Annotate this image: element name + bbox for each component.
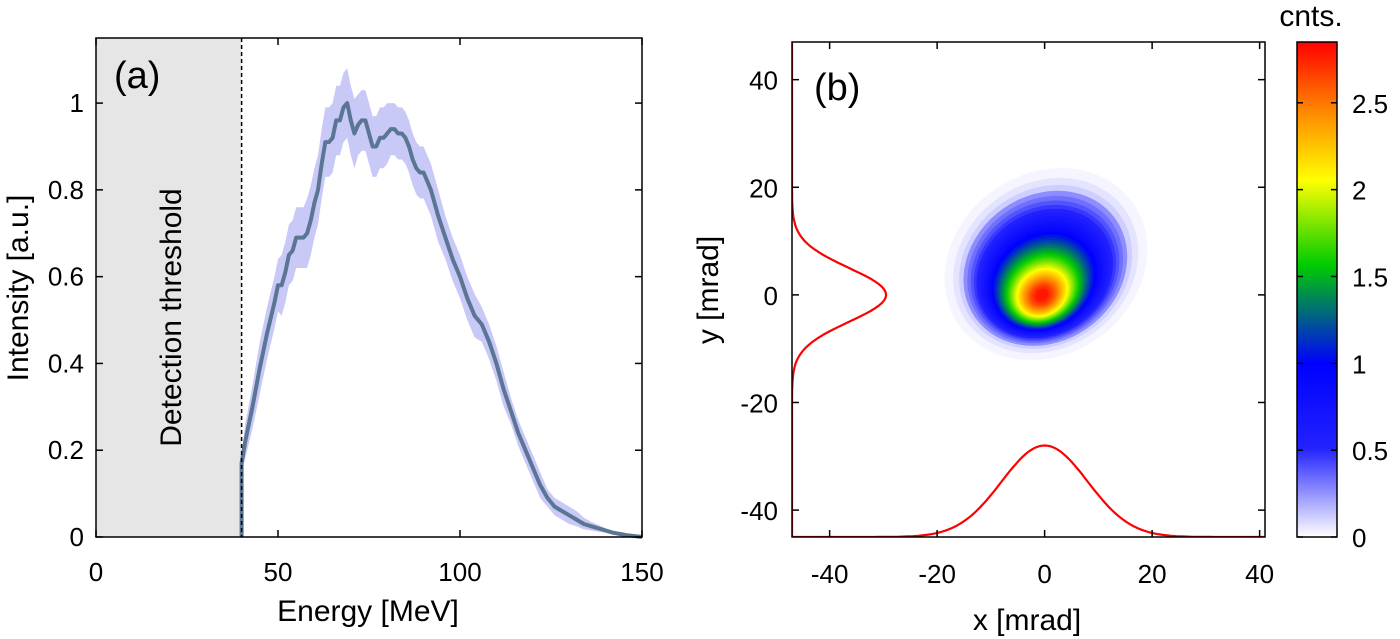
axis-ticks-b: -40 -20 0 20 40 -40 -20 0 20 40 (740, 42, 1274, 589)
colorbar-tick-label: 1.5 (1352, 262, 1388, 292)
y-axis-label-b: y [mrad] (692, 236, 725, 344)
x-tick-label: 0 (1037, 559, 1051, 589)
plot-frame-b (791, 41, 1266, 538)
y-tick-label: 0.8 (48, 175, 84, 205)
y-projection-curve (792, 42, 888, 537)
y-tick-label: 0 (70, 522, 84, 552)
x-tick-label: -40 (811, 559, 849, 589)
y-tick-label: 0 (764, 281, 778, 311)
x-tick-label: 150 (620, 557, 663, 587)
axis-ticks-a: 0 50 100 150 0 0.2 0.4 0.6 0.8 1 (48, 38, 664, 587)
y-tick-label: -40 (740, 496, 778, 526)
heatmap-blob (942, 164, 1151, 362)
y-tick-label: -20 (740, 388, 778, 418)
colorbar-tick-label: 2 (1352, 176, 1366, 206)
y-tick-label: 0.2 (48, 435, 84, 465)
y-tick-label: 1 (70, 88, 84, 118)
colorbar-title: cnts. (1279, 0, 1342, 33)
y-tick-label: 40 (749, 66, 778, 96)
intensity-uncertainty-band (241, 68, 642, 538)
x-tick-label: 100 (438, 557, 481, 587)
y-tick-label: 20 (749, 173, 778, 203)
colorbar-tick-label: 0.5 (1352, 436, 1388, 466)
x-axis-label-b: x [mrad] (973, 604, 1081, 637)
colorbar-ticks: 0 0.5 1 1.5 2 2.5 (1297, 89, 1388, 553)
colorbar (1296, 41, 1338, 538)
plot-frame-a (95, 37, 643, 538)
x-tick-label: 0 (89, 557, 103, 587)
panel-label-a: (a) (114, 55, 160, 97)
x-tick-label: 50 (264, 557, 293, 587)
y-tick-label: 0.4 (48, 348, 84, 378)
x-tick-label: 20 (1138, 559, 1167, 589)
x-tick-label: -20 (918, 559, 956, 589)
colorbar-tick-label: 0 (1352, 523, 1366, 553)
panel-label-b: (b) (814, 67, 860, 109)
x-tick-label: 40 (1245, 559, 1274, 589)
y-tick-label: 0.6 (48, 262, 84, 292)
y-axis-label-a: Intensity [a.u.] (2, 195, 35, 382)
colorbar-tick-label: 2.5 (1352, 89, 1388, 119)
detection-threshold-label: Detection threshold (155, 188, 188, 447)
x-axis-label-a: Energy [MeV] (277, 595, 459, 628)
detection-threshold-region (96, 38, 242, 537)
heatmap-contour (1035, 288, 1049, 302)
intensity-series-line (239, 101, 643, 539)
colorbar-tick-label: 1 (1352, 349, 1366, 379)
panel-a: 0 50 100 150 0 0.2 0.4 0.6 0.8 1 Detection thresh… (2, 37, 664, 628)
